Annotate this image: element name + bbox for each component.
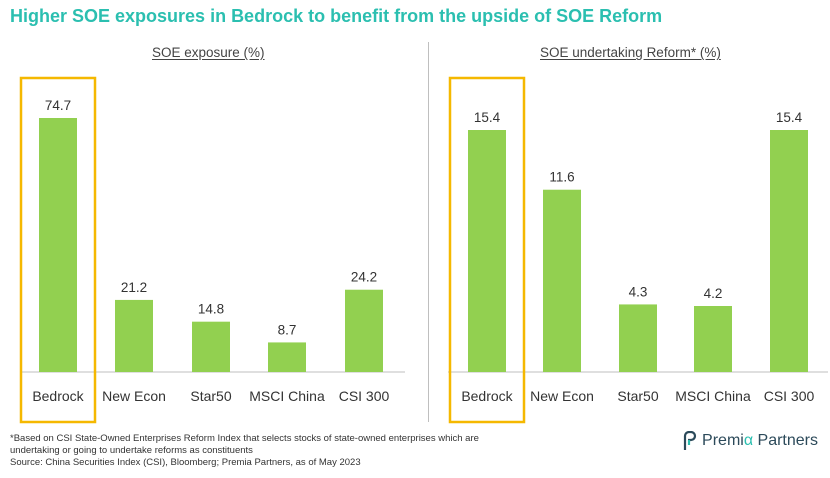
footnote: *Based on CSI State-Owned Enterprises Re… [10,433,570,469]
logo-alpha: α [743,432,754,449]
category-label: Star50 [617,388,658,404]
bar-new-econ [543,189,581,372]
footnote-line-2: undertaking or going to undertake reform… [10,445,253,456]
footnote-line-1: *Based on CSI State-Owned Enterprises Re… [10,433,479,444]
category-label: MSCI China [249,388,325,404]
highlight-box [448,76,526,424]
data-label: 4.3 [629,284,648,299]
logo-text-1: Premi [702,432,744,449]
category-label: Bedrock [32,388,84,404]
category-label: MSCI China [675,388,751,404]
category-label: CSI 300 [339,388,390,404]
bar-msci-china [268,342,306,372]
category-label: New Econ [102,388,166,404]
category-label: CSI 300 [764,388,815,404]
right-chart-title: SOE undertaking Reform* (%) [540,45,721,60]
highlight-box [19,76,97,424]
bar-csi-300 [345,289,383,372]
page-title: Higher SOE exposures in Bedrock to benef… [10,6,663,26]
soe-reform-chart: 15.4 Bedrock 11.6 New Econ 4.3 Star50 4.2 MSCI … [448,76,828,424]
data-label: 15.4 [474,110,501,125]
left-chart-title: SOE exposure (%) [152,45,265,60]
premia-logo-icon [683,431,697,450]
bar-star50 [619,304,657,372]
bar-star50 [192,321,230,372]
data-label: 15.4 [776,110,803,125]
data-label: 8.7 [278,322,297,337]
soe-exposure-chart: 74.7 Bedrock 21.2 New Econ 14.8 Star50 8.7 MSCI… [19,76,405,424]
footnote-source: Source: China Securities Index (CSI), Bl… [10,457,361,468]
premia-partners-logo: Premiα Partners [682,431,818,451]
bar-csi-300 [770,130,808,372]
panel-divider [428,42,429,422]
data-label: 14.8 [198,302,224,317]
category-label: Bedrock [461,388,513,404]
category-label: Star50 [190,388,231,404]
category-label: New Econ [530,388,594,404]
data-label: 4.2 [704,286,723,301]
bar-bedrock [39,118,77,372]
logo-text-2: Partners [753,432,818,449]
bar-bedrock [468,130,506,372]
data-label: 11.6 [549,170,574,185]
data-label: 74.7 [45,98,71,113]
data-label: 21.2 [121,280,147,295]
bar-new-econ [115,299,153,372]
data-label: 24.2 [351,270,377,285]
bar-msci-china [694,306,732,372]
